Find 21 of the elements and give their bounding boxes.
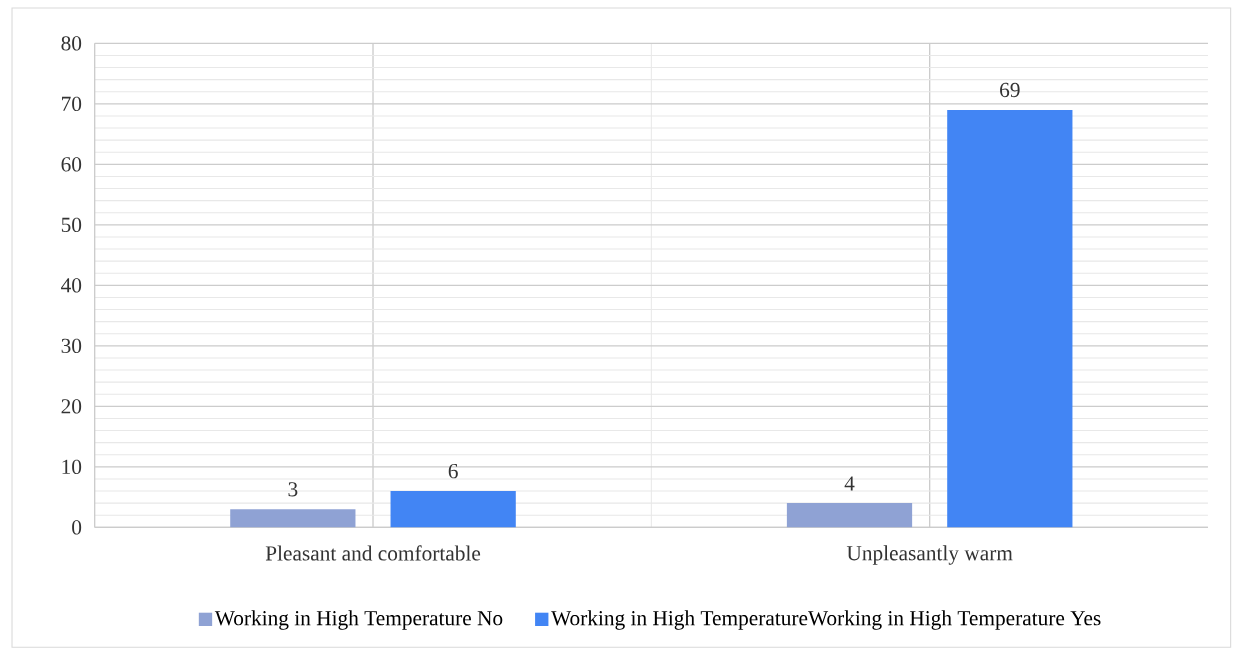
y-tick-label: 30 xyxy=(61,338,82,354)
data-label: 69 xyxy=(1000,82,1020,98)
data-label: 4 xyxy=(844,476,855,491)
data-label: 6 xyxy=(448,463,458,479)
bar xyxy=(390,491,516,528)
x-tick-label: Pleasant and comfortable xyxy=(265,545,481,561)
data-label: 3 xyxy=(288,482,298,497)
y-tick-label: 80 xyxy=(61,36,82,51)
legend-label: Working in High Temperature No xyxy=(214,610,503,630)
bar xyxy=(947,109,1073,528)
legend-label: Working in High TemperatureWorking in High Temperature Yes xyxy=(551,610,1101,630)
bar xyxy=(230,509,356,528)
y-tick-label: 70 xyxy=(62,96,82,112)
bar xyxy=(786,503,913,528)
y-tick-label: 40 xyxy=(61,278,82,293)
x-tick-label: Unpleasantly warm xyxy=(846,545,1013,565)
y-tick-label: 20 xyxy=(61,399,82,414)
y-tick-label: 50 xyxy=(61,217,82,233)
y-tick-label: 10 xyxy=(62,459,82,475)
y-tick-label: 0 xyxy=(72,520,82,535)
y-tick-label: 60 xyxy=(61,157,82,172)
